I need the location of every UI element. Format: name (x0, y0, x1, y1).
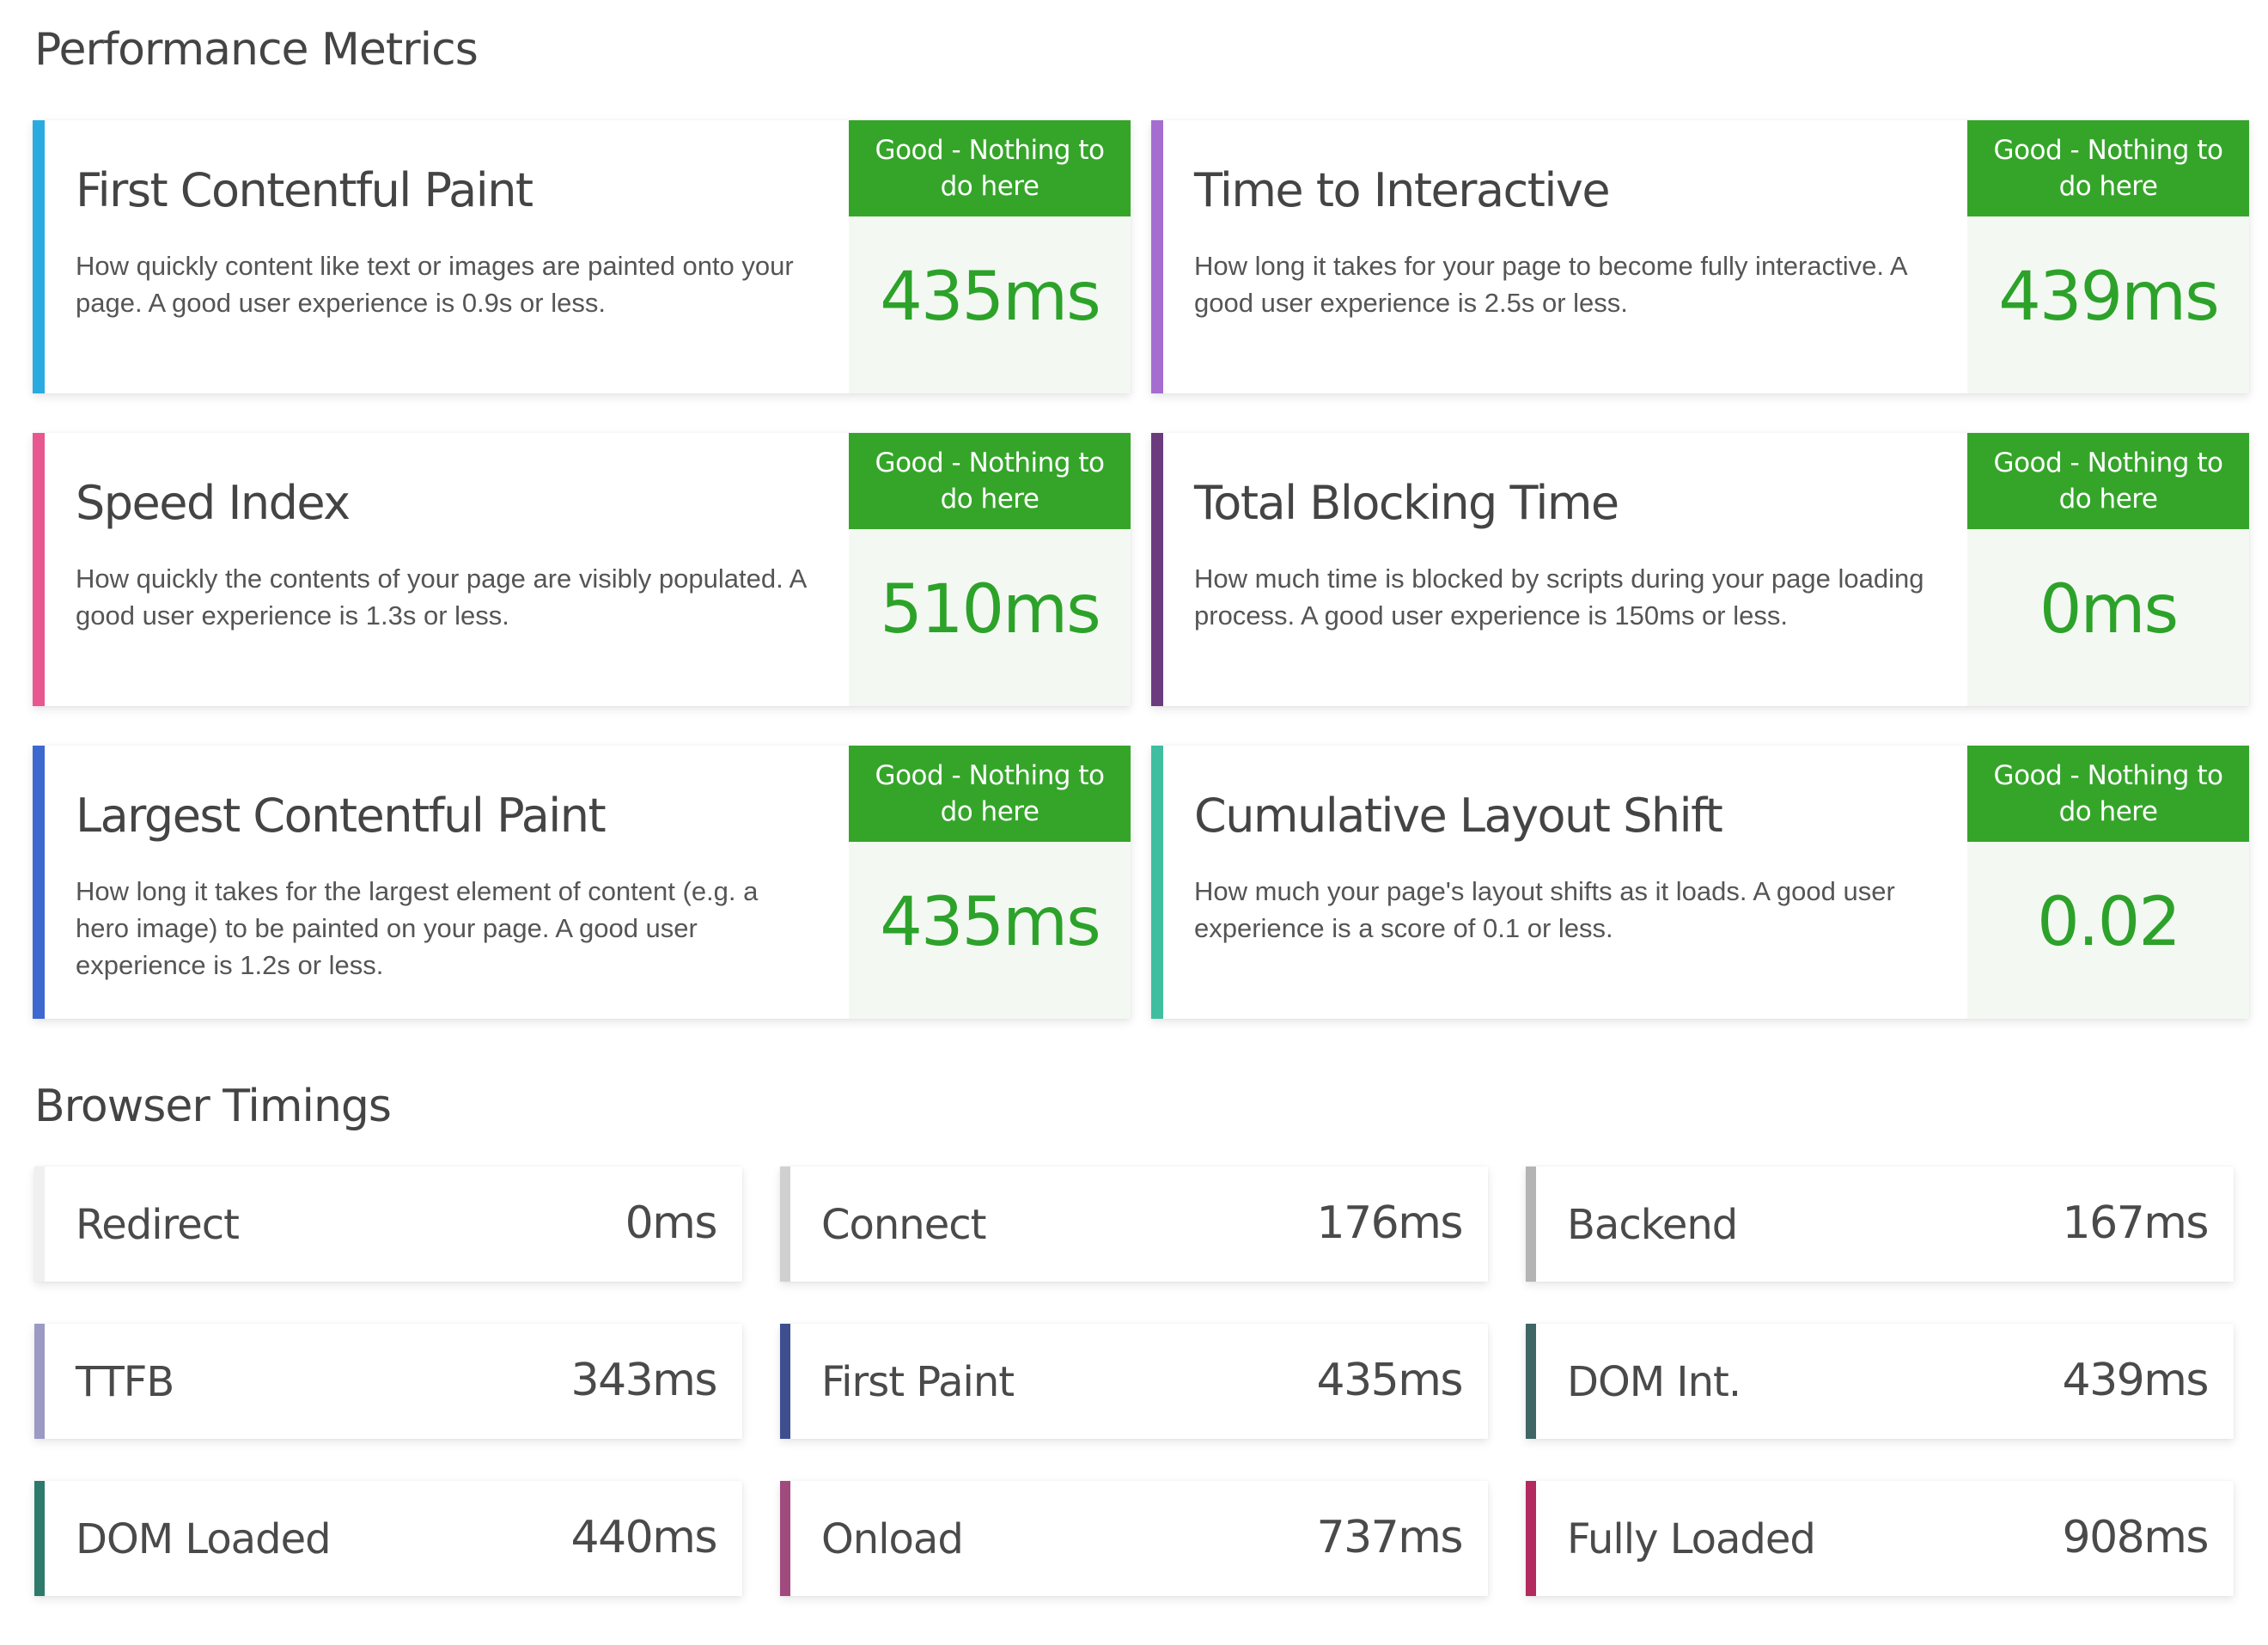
timing-card-dom-loaded: DOM Loaded 440ms (34, 1481, 742, 1596)
metric-value-panel: Good - Nothing to do here 0.02 (1967, 746, 2249, 1019)
metric-value-panel: Good - Nothing to do here 439ms (1967, 120, 2249, 393)
status-badge: Good - Nothing to do here (849, 120, 1131, 216)
timing-value: 440ms (570, 1512, 718, 1563)
metric-description: How much your page's layout shifts as it… (1194, 876, 1895, 943)
timing-card-backend: Backend 167ms (1526, 1167, 2234, 1282)
metric-value-panel: Good - Nothing to do here 0ms (1967, 433, 2249, 706)
timing-value: 176ms (1316, 1197, 1464, 1249)
timing-value: 167ms (2062, 1197, 2210, 1249)
metric-value: 435ms (880, 259, 1101, 336)
metric-value: 439ms (1998, 259, 2220, 336)
timing-label: Connect (821, 1201, 986, 1249)
status-badge: Good - Nothing to do here (1967, 746, 2249, 842)
status-badge: Good - Nothing to do here (849, 433, 1131, 529)
status-badge: Good - Nothing to do here (1967, 433, 2249, 529)
metric-value: 0.02 (2037, 884, 2181, 961)
timing-card-redirect: Redirect 0ms (34, 1167, 742, 1282)
status-badge: Good - Nothing to do here (849, 746, 1131, 842)
timing-card-fully-loaded: Fully Loaded 908ms (1526, 1481, 2234, 1596)
metric-description: How quickly content like text or images … (76, 251, 794, 318)
metric-description: How long it takes for the largest elemen… (76, 876, 759, 980)
metric-title: Cumulative Layout Shift (1194, 789, 1723, 843)
metric-description: How much time is blocked by scripts duri… (1194, 564, 1924, 631)
metric-value-panel: Good - Nothing to do here 510ms (849, 433, 1131, 706)
timing-value: 435ms (1316, 1355, 1464, 1406)
metric-title: Largest Contentful Paint (76, 789, 607, 843)
timing-card-ttfb: TTFB 343ms (34, 1324, 742, 1439)
timing-label: Fully Loaded (1567, 1515, 1816, 1563)
metric-value: 0ms (2039, 571, 2179, 649)
timing-value: 908ms (2062, 1512, 2210, 1563)
timing-card-dom-interactive: DOM Int. 439ms (1526, 1324, 2234, 1439)
metric-title: Total Blocking Time (1194, 476, 1619, 530)
timing-card-first-paint: First Paint 435ms (780, 1324, 1488, 1439)
metric-description: How quickly the contents of your page ar… (76, 564, 806, 631)
timing-value: 0ms (625, 1197, 718, 1249)
metric-value-panel: Good - Nothing to do here 435ms (849, 746, 1131, 1019)
timing-label: DOM Int. (1567, 1358, 1741, 1406)
timing-value: 343ms (570, 1355, 718, 1406)
metric-card-first-contentful-paint: First Contentful Paint How quickly conte… (33, 120, 1131, 393)
status-badge: Good - Nothing to do here (1967, 120, 2249, 216)
browser-timings-title: Browser Timings (34, 1081, 392, 1132)
metric-description: How long it takes for your page to becom… (1194, 251, 1906, 318)
metric-card-cumulative-layout-shift: Cumulative Layout Shift How much your pa… (1151, 746, 2249, 1019)
performance-metrics-title: Performance Metrics (34, 24, 479, 76)
timing-label: Redirect (76, 1201, 240, 1249)
timing-card-connect: Connect 176ms (780, 1167, 1488, 1282)
timing-value: 737ms (1316, 1512, 1464, 1563)
metric-title: Speed Index (76, 476, 351, 530)
timing-value: 439ms (2062, 1355, 2210, 1406)
metric-value-panel: Good - Nothing to do here 435ms (849, 120, 1131, 393)
timing-label: TTFB (76, 1358, 174, 1406)
timing-card-onload: Onload 737ms (780, 1481, 1488, 1596)
metric-card-largest-contentful-paint: Largest Contentful Paint How long it tak… (33, 746, 1131, 1019)
timing-label: Onload (821, 1515, 964, 1563)
timing-label: Backend (1567, 1201, 1738, 1249)
metric-card-speed-index: Speed Index How quickly the contents of … (33, 433, 1131, 706)
metric-value: 510ms (880, 571, 1101, 649)
timing-label: DOM Loaded (76, 1515, 332, 1563)
metric-value: 435ms (880, 884, 1101, 961)
metric-title: First Contentful Paint (76, 163, 533, 217)
metric-card-time-to-interactive: Time to Interactive How long it takes fo… (1151, 120, 2249, 393)
timing-label: First Paint (821, 1358, 1015, 1406)
metric-title: Time to Interactive (1194, 163, 1611, 217)
metric-card-total-blocking-time: Total Blocking Time How much time is blo… (1151, 433, 2249, 706)
